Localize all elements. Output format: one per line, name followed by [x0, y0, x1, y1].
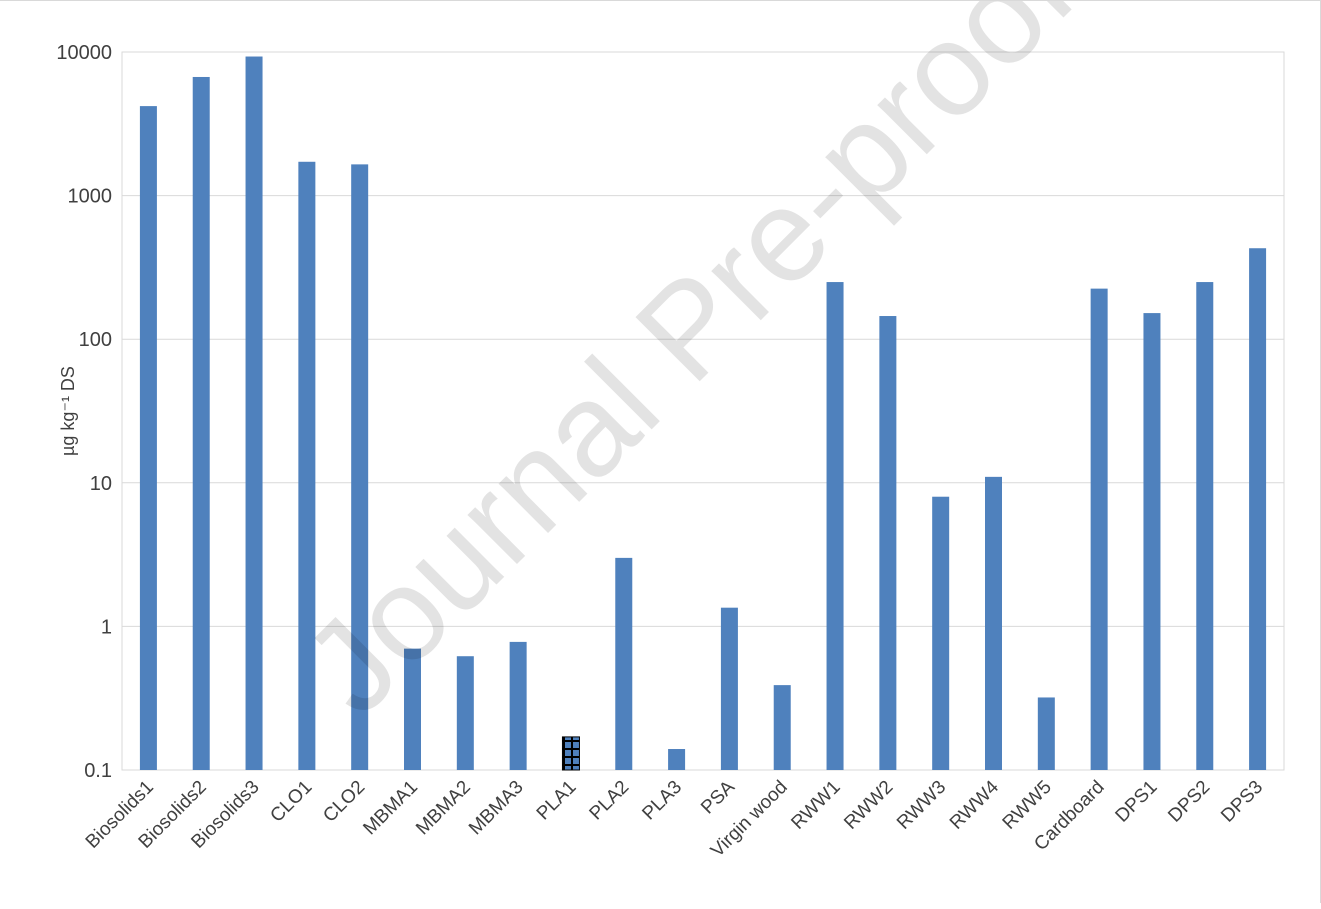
bar-mbma3: [509, 641, 527, 770]
x-tick-label: MBMA3: [465, 777, 528, 840]
y-axis-ticks: 0.1 1 10 100 1000 10000: [56, 42, 112, 782]
bar-dps2: [1196, 282, 1214, 770]
bar-rww4: [985, 476, 1002, 770]
bar-mbma1: [404, 648, 421, 770]
y-tick-label: 1: [101, 616, 112, 638]
bar-pla2: [615, 557, 633, 770]
plot-area: [121, 51, 1285, 771]
bar-clo1: [298, 161, 316, 770]
bar-rww2: [879, 316, 897, 770]
bar-pla3: [668, 749, 686, 770]
x-tick-label: DPS2: [1164, 777, 1214, 827]
x-tick-label: PLA2: [586, 777, 634, 825]
bar-biosolids3: [245, 56, 263, 770]
x-tick-label: RWW1: [787, 777, 844, 834]
bar-rww3: [932, 496, 950, 770]
bar-dps3: [1249, 248, 1267, 770]
bar-rww5: [1037, 697, 1055, 770]
x-tick-label: RWW3: [893, 777, 950, 834]
x-tick-label: MBMA2: [412, 777, 475, 840]
gridlines: [122, 51, 1284, 627]
x-tick-label: MBMA1: [359, 777, 422, 840]
x-tick-label: PLA1: [533, 777, 581, 825]
x-tick-label: CLO1: [266, 777, 316, 827]
x-tick-label: RWW4: [946, 776, 1003, 833]
bar-psa: [720, 607, 738, 770]
bar-rww1: [826, 282, 844, 770]
x-tick-label: RWW2: [840, 777, 897, 834]
y-tick-label: 10000: [56, 42, 112, 64]
bar-clo2: [351, 164, 369, 770]
y-tick-label: 100: [79, 329, 112, 351]
bar-pla1: [561, 736, 580, 771]
y-tick-label: 1000: [68, 186, 113, 208]
bar-biosolids2: [192, 76, 210, 771]
x-tick-label: PSA: [697, 776, 739, 818]
bar-cardboard: [1090, 288, 1108, 770]
x-tick-label: DPS1: [1112, 777, 1162, 827]
x-tick-label: DPS3: [1217, 777, 1267, 827]
x-tick-label: CLO2: [319, 777, 369, 827]
bar-dps1: [1143, 313, 1161, 770]
y-axis-label: µg kg⁻¹ DS: [58, 366, 78, 456]
bars: [139, 56, 1267, 771]
y-tick-label: 10: [90, 473, 112, 495]
bar-mbma2: [456, 656, 474, 770]
y-tick-label: 0.1: [84, 760, 112, 782]
bar-biosolids1: [139, 106, 157, 771]
bar-virgin-wood: [773, 685, 791, 770]
x-tick-label: PLA3: [638, 777, 686, 825]
